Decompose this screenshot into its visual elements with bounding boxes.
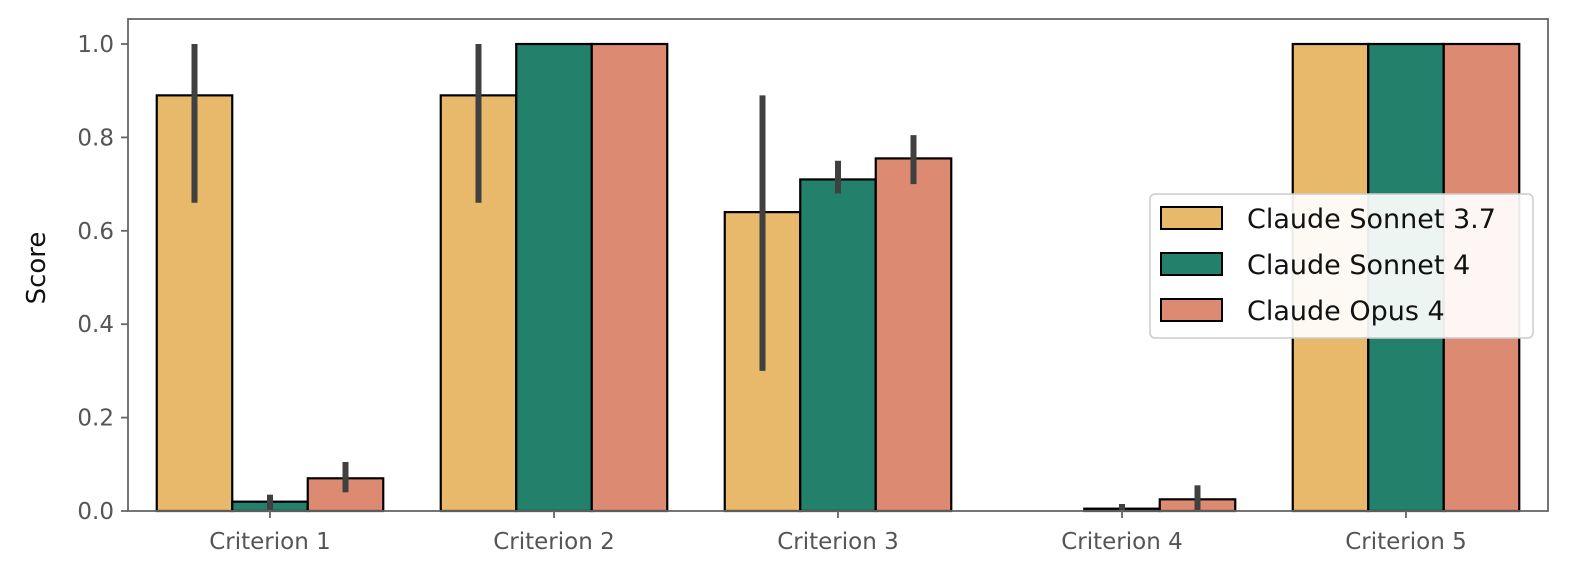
- bar: [590, 42, 669, 513]
- legend-label: Claude Sonnet 3.7: [1247, 204, 1496, 235]
- axes-layer: 0.0 0.2 0.4 0.6 0.8 1.0 Criterion 1 Criterion 2…: [77, 18, 1549, 555]
- y-tick-label: 0.6: [77, 219, 114, 245]
- y-axis-label: Score: [22, 232, 52, 305]
- bar: [799, 178, 877, 513]
- legend: Claude Sonnet 3.7 Claude Sonnet 4 Claude O…: [1149, 193, 1534, 339]
- legend-box: [1149, 193, 1534, 339]
- x-tick-label: Criterion 1: [209, 529, 331, 555]
- legend-swatch: [1160, 252, 1223, 276]
- x-tick-label: Criterion 5: [1345, 529, 1467, 555]
- legend-swatch: [1160, 206, 1223, 230]
- bar: [874, 157, 953, 513]
- y-tick-label: 0.4: [77, 312, 114, 338]
- y-tick-label: 1.0: [77, 32, 114, 58]
- bar: [515, 42, 593, 513]
- error-bars-layer: [191, 44, 1201, 511]
- legend-label: Claude Opus 4: [1247, 296, 1445, 327]
- x-tick-label: Criterion 3: [777, 529, 899, 555]
- x-tick-label: Criterion 4: [1061, 529, 1183, 555]
- y-tick-label: 0.0: [77, 499, 114, 525]
- legend-swatch: [1160, 298, 1223, 322]
- x-tick-label: Criterion 2: [493, 529, 615, 555]
- y-tick-label: 0.8: [77, 125, 114, 151]
- y-tick-label: 0.2: [77, 406, 114, 432]
- legend-label: Claude Sonnet 4: [1247, 250, 1470, 281]
